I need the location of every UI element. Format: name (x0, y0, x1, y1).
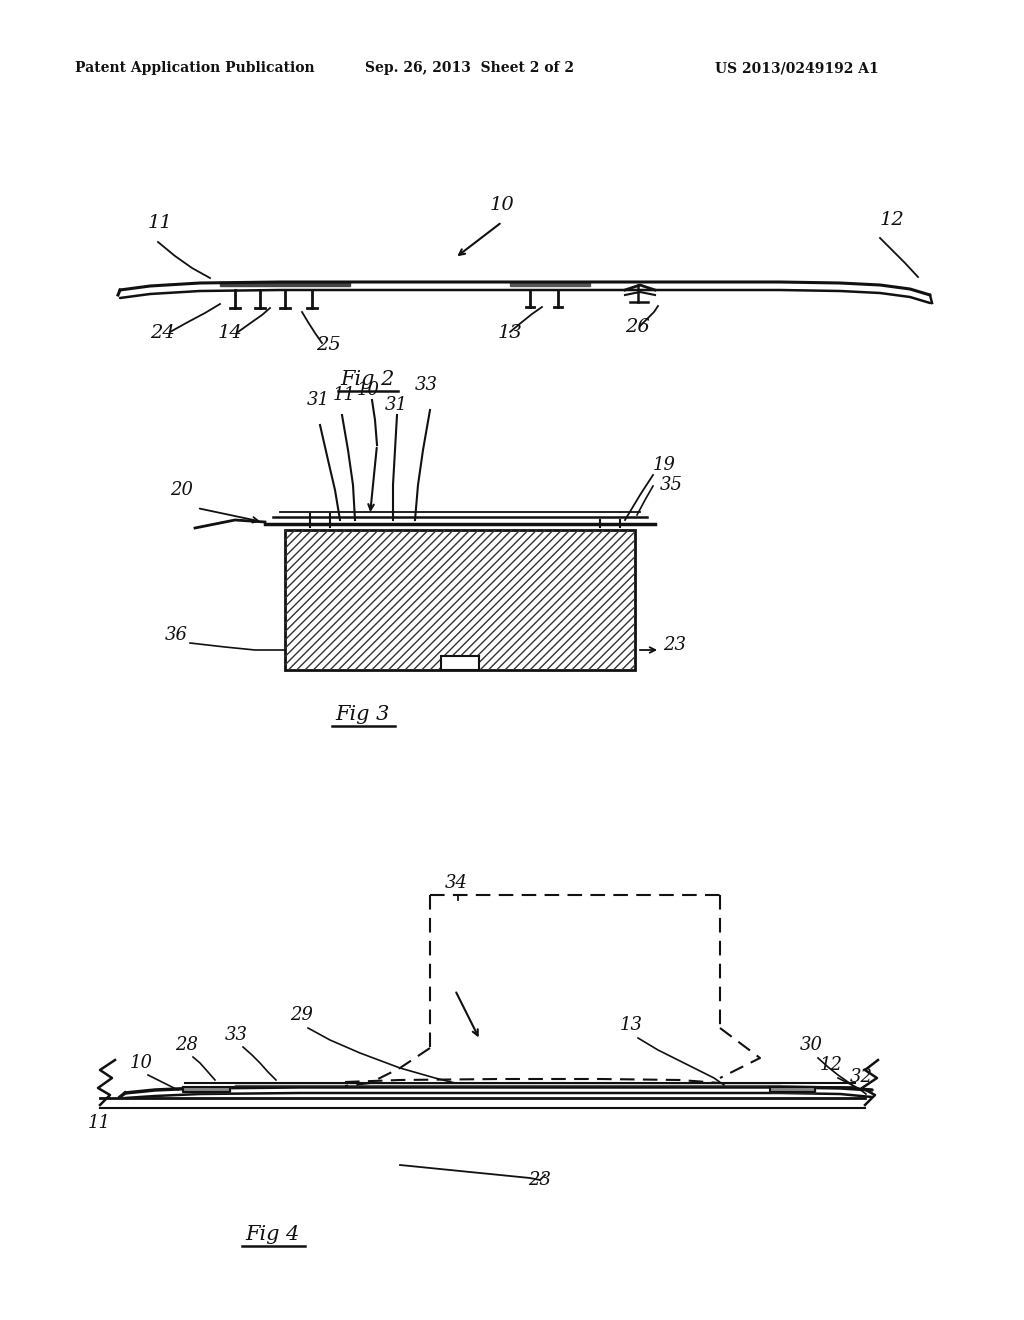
Text: 11: 11 (333, 385, 356, 404)
Text: 35: 35 (660, 477, 683, 494)
Polygon shape (770, 1086, 815, 1092)
Bar (285, 531, 635, 671)
Text: 23: 23 (528, 1171, 551, 1189)
Text: 12: 12 (820, 1056, 843, 1074)
Text: 20: 20 (170, 480, 193, 499)
Text: 11: 11 (148, 214, 173, 232)
Text: 25: 25 (316, 337, 341, 354)
Text: 34: 34 (445, 874, 468, 892)
Polygon shape (220, 282, 350, 286)
Text: 26: 26 (625, 318, 650, 337)
Text: 24: 24 (150, 323, 175, 342)
Polygon shape (183, 1086, 230, 1092)
Text: 33: 33 (225, 1026, 248, 1044)
Text: 10: 10 (357, 381, 380, 399)
Text: 28: 28 (175, 1036, 198, 1053)
Text: US 2013/0249192 A1: US 2013/0249192 A1 (715, 61, 879, 75)
Text: 30: 30 (800, 1036, 823, 1053)
Text: 23: 23 (663, 636, 686, 653)
Text: 13: 13 (620, 1016, 643, 1034)
Text: 10: 10 (490, 195, 515, 214)
Text: Fig 3: Fig 3 (335, 705, 389, 723)
Text: Fig 4: Fig 4 (245, 1225, 299, 1243)
Text: 11: 11 (88, 1114, 111, 1133)
Text: 10: 10 (130, 1053, 153, 1072)
Text: 12: 12 (880, 211, 905, 228)
Text: Patent Application Publication: Patent Application Publication (75, 61, 314, 75)
Text: 32: 32 (850, 1068, 873, 1086)
Bar (285, 531, 635, 671)
Text: 33: 33 (415, 376, 438, 393)
Text: Sep. 26, 2013  Sheet 2 of 2: Sep. 26, 2013 Sheet 2 of 2 (365, 61, 574, 75)
Text: 29: 29 (290, 1006, 313, 1024)
Text: 13: 13 (498, 323, 522, 342)
Text: 14: 14 (218, 323, 243, 342)
Text: 31: 31 (307, 391, 330, 409)
Text: 19: 19 (653, 455, 676, 474)
Polygon shape (510, 282, 590, 286)
Text: Fig 2: Fig 2 (340, 370, 394, 389)
Bar (441, 656, 479, 671)
Text: 36: 36 (165, 626, 188, 644)
Text: 31: 31 (385, 396, 408, 414)
